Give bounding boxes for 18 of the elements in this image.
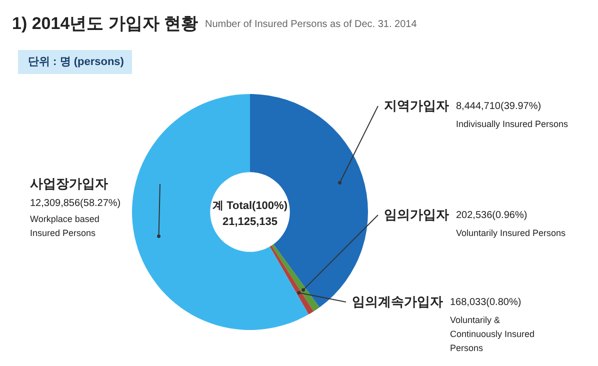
slice-label: 임의가입자 xyxy=(384,207,449,222)
data-label: 202,536(0.96%) xyxy=(456,210,528,221)
chart-subtitle: Number of Insured Persons as of Dec. 31. 2014 xyxy=(205,19,418,30)
data-label: 168,033(0.80%) xyxy=(450,297,522,308)
text: Indivisually Insured Persons xyxy=(456,119,569,129)
text: Voluntarily Insured Persons xyxy=(456,228,566,238)
slice-label: 사업장가입자 xyxy=(30,176,108,191)
chart-title: 1) 2014년도 가입자 현황 xyxy=(12,14,198,33)
text: 단위 : 명 (persons) xyxy=(28,56,124,68)
text: 계 Total(100%) xyxy=(212,200,288,212)
pie-slice xyxy=(132,94,309,330)
slice-label: 지역가입자 xyxy=(384,98,449,113)
data-label: 8,444,710(39.97%) xyxy=(456,101,542,112)
text: Voluntarily & Continuously Insured Persons xyxy=(450,315,535,353)
text: 21,125,135 xyxy=(222,216,278,228)
data-label: 12,309,856(58.27%) xyxy=(30,198,121,209)
text: Workplace based Insured Persons xyxy=(30,214,100,238)
slice-label: 임의계속가입자 xyxy=(352,294,443,309)
